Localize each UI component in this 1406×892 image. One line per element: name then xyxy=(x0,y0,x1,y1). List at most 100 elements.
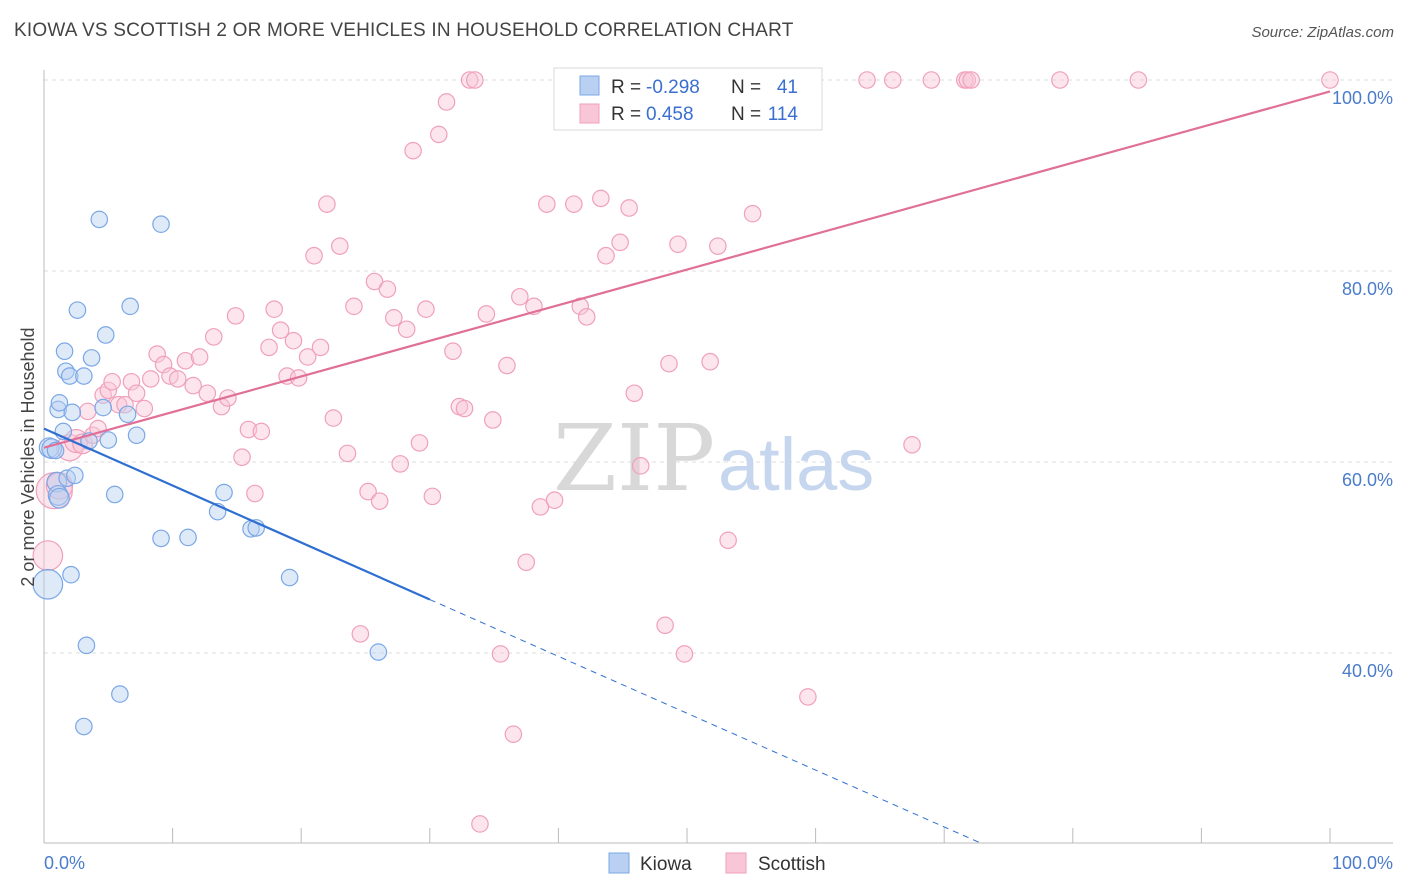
scottish-point xyxy=(709,237,727,255)
scottish-point xyxy=(404,141,422,160)
scottish-point xyxy=(719,531,737,550)
scottish-point xyxy=(351,625,370,643)
correlation-legend: R = -0.298 N = 41 R = 0.458 N = 114 xyxy=(553,67,823,131)
scottish-point xyxy=(498,356,516,375)
scottish-point xyxy=(168,370,187,388)
kiowa-point xyxy=(46,471,68,493)
kiowa-point xyxy=(48,487,70,509)
scottish-point xyxy=(271,321,290,340)
scottish-point xyxy=(226,307,245,325)
scottish-point xyxy=(466,71,484,89)
legend-n-label-scottish: N = xyxy=(731,104,761,125)
scottish-point xyxy=(423,487,442,506)
scottish-point xyxy=(141,370,160,388)
kiowa-point xyxy=(75,367,93,385)
scottish-point xyxy=(148,345,166,363)
scottish-point xyxy=(1321,71,1339,89)
scottish-point xyxy=(922,71,941,89)
bottom-legend-swatch-kiowa xyxy=(608,852,630,874)
kiowa-point xyxy=(82,349,101,367)
kiowa-point xyxy=(90,210,109,229)
scottish-point xyxy=(455,399,474,418)
scottish-point xyxy=(484,411,502,429)
scottish-point xyxy=(338,444,357,463)
watermark-atlas: atlas xyxy=(718,423,874,506)
scottish-point xyxy=(1051,71,1069,89)
scottish-point xyxy=(391,455,410,473)
scottish-point xyxy=(284,331,303,350)
scottish-point xyxy=(78,402,97,421)
kiowa-point xyxy=(50,393,69,412)
scottish-point xyxy=(122,372,141,391)
scottish-point xyxy=(318,195,336,213)
kiowa-point xyxy=(55,342,74,361)
scottish-point xyxy=(437,93,456,111)
scottish-point xyxy=(233,448,251,467)
scottish-point xyxy=(246,484,264,503)
grid-lines xyxy=(44,79,1393,654)
scottish-point xyxy=(460,71,479,89)
legend-swatch-kiowa xyxy=(579,75,600,96)
scottish-point xyxy=(545,491,564,509)
scottish-point xyxy=(198,384,217,403)
bottom-legend-label-kiowa: Kiowa xyxy=(640,854,692,875)
kiowa-point xyxy=(66,466,84,485)
kiowa-point xyxy=(77,636,96,655)
scottish-point xyxy=(1129,71,1148,89)
scottish-point xyxy=(625,384,644,403)
scottish-point xyxy=(669,235,687,254)
legend-n-value-kiowa: 41 xyxy=(777,77,798,98)
scottish-point xyxy=(597,246,615,265)
kiowa-point xyxy=(99,431,118,449)
scottish-point xyxy=(32,540,64,571)
scottish-point xyxy=(511,287,529,306)
kiowa-point xyxy=(215,483,233,502)
kiowa-point xyxy=(111,685,129,703)
scottish-point xyxy=(517,553,536,572)
scottish-point xyxy=(239,420,258,439)
scottish-point xyxy=(477,305,496,323)
scottish-point xyxy=(324,409,343,427)
scottish-point xyxy=(858,71,876,89)
scottish-point xyxy=(656,616,674,635)
scottish-point xyxy=(190,348,209,366)
scottish-point xyxy=(701,352,719,371)
scottish-point xyxy=(384,308,403,327)
scottish-point xyxy=(430,125,448,144)
kiowa-point xyxy=(152,529,170,548)
scottish-point xyxy=(538,195,556,213)
legend-swatch-scottish xyxy=(579,103,600,124)
kiowa-point xyxy=(49,400,67,419)
kiowa-point xyxy=(369,643,388,661)
scottish-point xyxy=(176,351,195,370)
series-legend: Kiowa Scottish xyxy=(608,852,826,875)
scottish-point xyxy=(631,457,650,475)
scottish-point xyxy=(359,482,377,501)
scottish-point xyxy=(410,434,429,452)
kiowa-trend-extension xyxy=(429,599,983,845)
y-axis-title: 2 or more Vehicles in Household xyxy=(18,327,38,586)
scottish-point xyxy=(504,725,523,743)
kiowa-point xyxy=(105,485,124,504)
bottom-legend-label-scottish: Scottish xyxy=(758,854,826,875)
kiowa-point xyxy=(118,405,137,424)
kiowa-points xyxy=(32,210,388,736)
scottish-point xyxy=(883,71,902,89)
legend-r-label-scottish: R = xyxy=(611,104,641,125)
scottish-point xyxy=(903,436,921,454)
scottish-point xyxy=(397,320,416,339)
kiowa-point xyxy=(32,568,64,600)
scottish-point xyxy=(184,376,202,395)
x-tick-label-right: 100.0% xyxy=(1332,853,1393,873)
y-tick-labels: 100.0% 80.0% 60.0% 40.0% xyxy=(1332,88,1393,681)
kiowa-point xyxy=(280,568,299,587)
scottish-point xyxy=(531,498,550,516)
scottish-point xyxy=(298,348,317,366)
scottish-point xyxy=(620,199,638,217)
y-tick-label-40: 40.0% xyxy=(1342,661,1393,681)
watermark-zip: ZIP xyxy=(553,405,715,512)
scottish-point xyxy=(491,645,510,663)
scottish-point xyxy=(365,272,384,291)
scottish-point xyxy=(94,386,112,404)
